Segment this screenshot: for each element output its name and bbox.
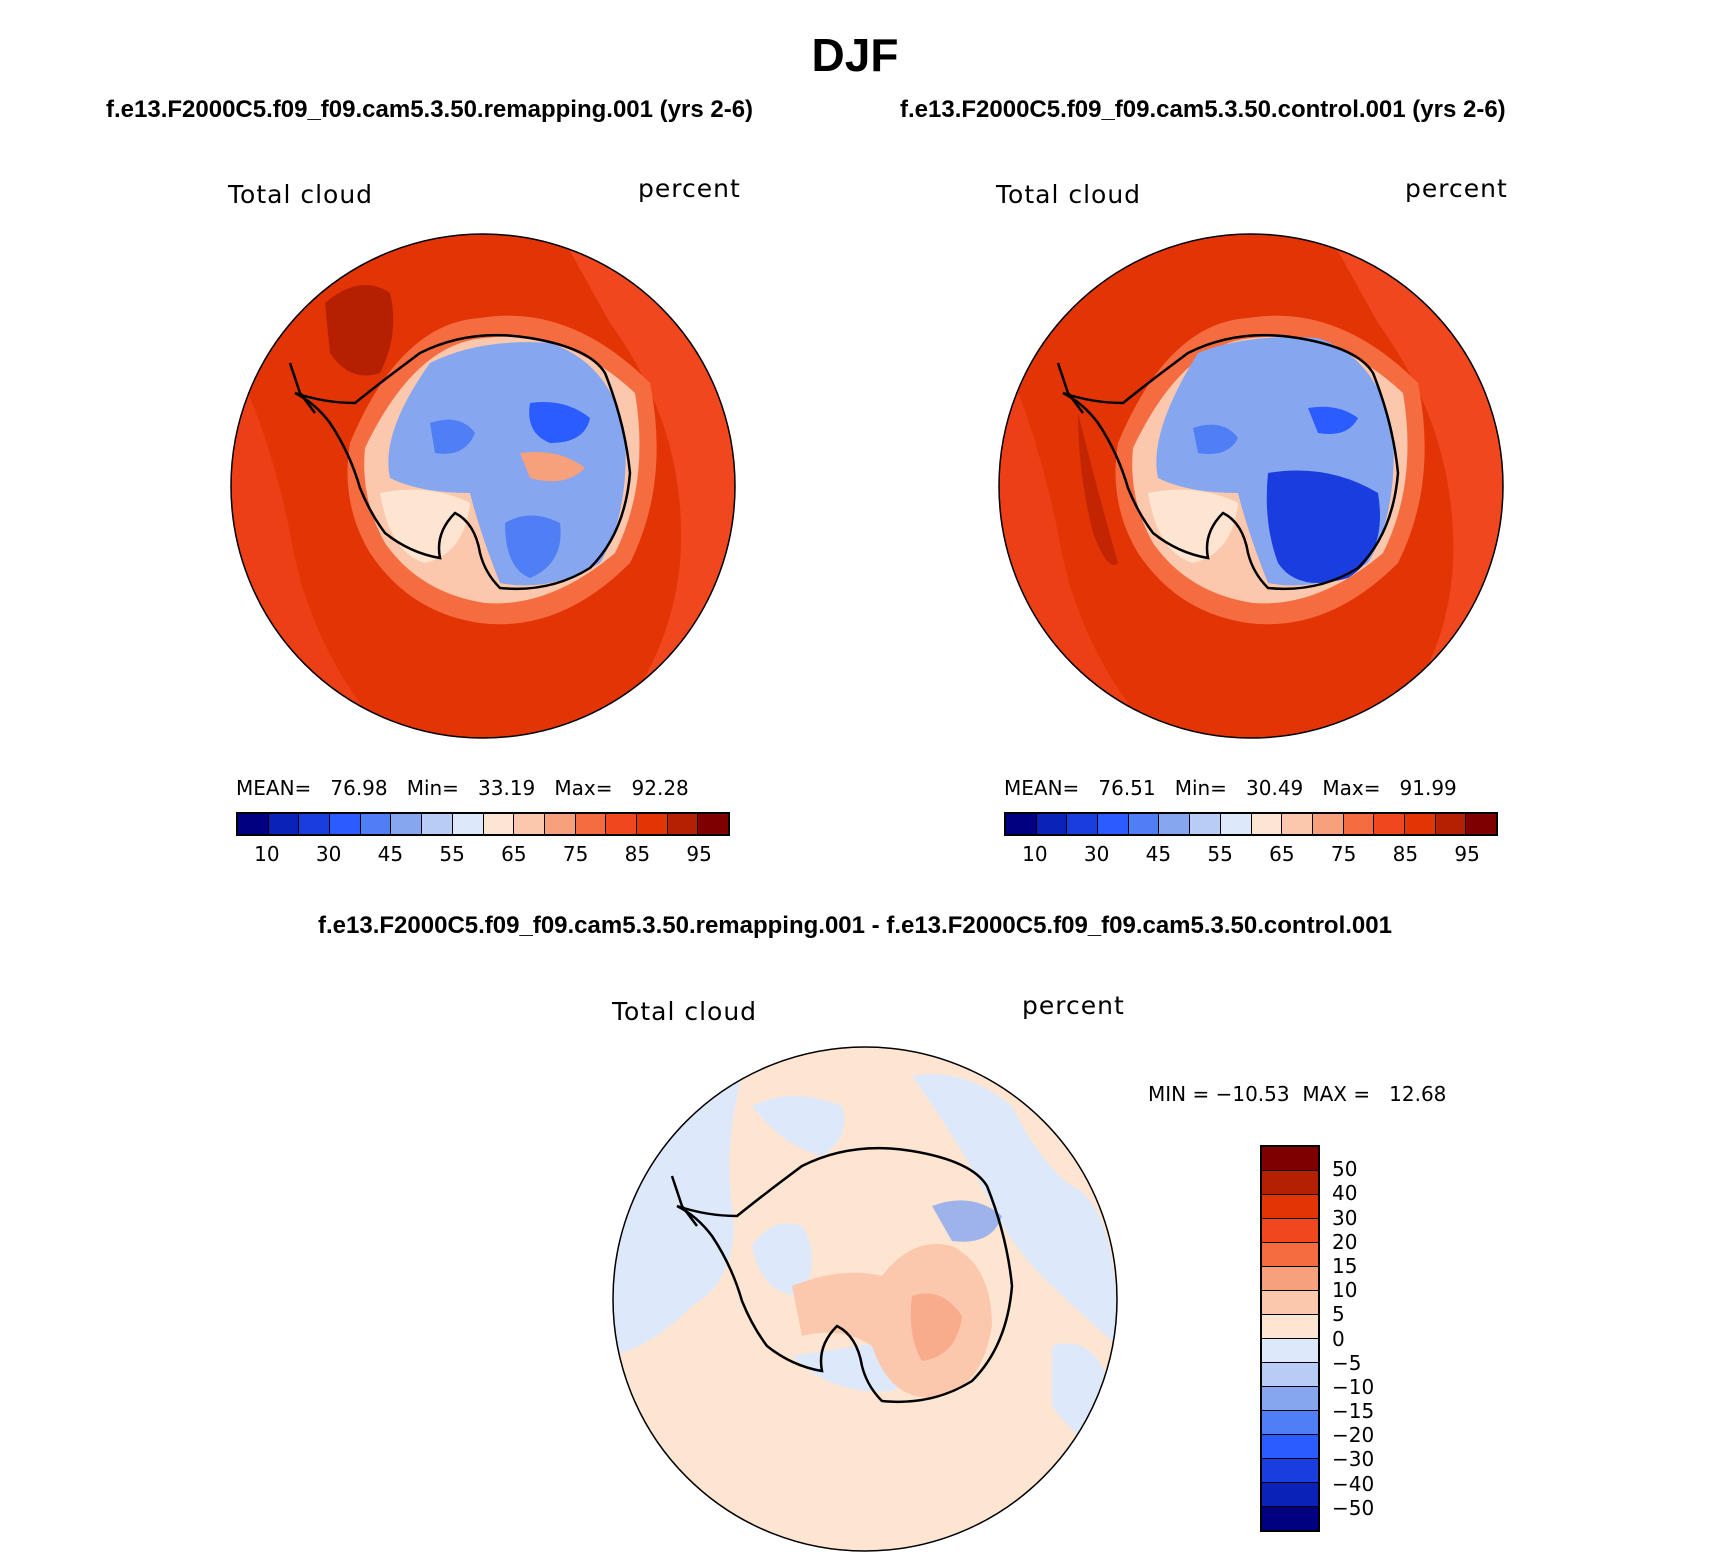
colorbar-swatch bbox=[1262, 1459, 1318, 1483]
colorbar-swatch bbox=[1262, 1243, 1318, 1267]
colorbar-swatch bbox=[330, 814, 361, 834]
diff-units-label: percent bbox=[1022, 991, 1125, 1020]
colorbar-tick-label: −30 bbox=[1332, 1447, 1375, 1472]
colorbar-tick-label: −15 bbox=[1332, 1399, 1375, 1424]
right-variable-label: Total cloud bbox=[996, 180, 1142, 209]
colorbar-swatch bbox=[391, 814, 423, 834]
colorbar-tick-label: 5 bbox=[1332, 1302, 1345, 1327]
colorbar-tick-label: 30 bbox=[1083, 842, 1110, 866]
colorbar-swatch bbox=[1262, 1147, 1318, 1171]
colorbar-swatch bbox=[1262, 1435, 1318, 1459]
colorbar-swatch bbox=[575, 814, 607, 834]
colorbar-tick-label: 30 bbox=[1332, 1205, 1358, 1230]
colorbar-tick-label: 75 bbox=[562, 842, 589, 866]
right-colorbar bbox=[1004, 812, 1498, 836]
colorbar-swatch bbox=[1262, 1315, 1318, 1339]
colorbar-tick-label: −5 bbox=[1332, 1350, 1362, 1375]
colorbar-tick-label: −10 bbox=[1332, 1374, 1375, 1399]
colorbar-tick-label: 20 bbox=[1332, 1229, 1358, 1254]
colorbar-swatch bbox=[1190, 814, 1221, 834]
colorbar-swatch bbox=[1251, 814, 1283, 834]
colorbar-swatch bbox=[299, 814, 331, 834]
left-variable-label: Total cloud bbox=[228, 180, 374, 209]
colorbar-tick-label: 15 bbox=[1332, 1253, 1358, 1278]
colorbar-tick-label: 85 bbox=[624, 842, 651, 866]
colorbar-tick-label: 55 bbox=[1207, 842, 1233, 866]
colorbar-swatch bbox=[238, 814, 269, 834]
colorbar-swatch bbox=[1262, 1339, 1318, 1363]
colorbar-swatch bbox=[606, 814, 637, 834]
colorbar-swatch bbox=[1466, 814, 1496, 834]
left-polar-map bbox=[230, 233, 736, 739]
colorbar-swatch bbox=[1404, 814, 1436, 834]
colorbar-swatch bbox=[1098, 814, 1129, 834]
colorbar-swatch bbox=[1262, 1219, 1318, 1243]
colorbar-tick-label: 40 bbox=[1332, 1181, 1358, 1206]
colorbar-tick-label: 50 bbox=[1332, 1157, 1358, 1182]
colorbar-swatch bbox=[1067, 814, 1099, 834]
colorbar-tick-label: 75 bbox=[1330, 842, 1357, 866]
colorbar-swatch bbox=[698, 814, 728, 834]
colorbar-swatch bbox=[1282, 814, 1313, 834]
colorbar-tick-label: 10 bbox=[1332, 1278, 1358, 1303]
colorbar-swatch bbox=[1435, 814, 1467, 834]
diff-variable-label: Total cloud bbox=[612, 997, 758, 1026]
colorbar-swatch bbox=[636, 814, 668, 834]
colorbar-swatch bbox=[1262, 1507, 1318, 1530]
colorbar-swatch bbox=[1128, 814, 1160, 834]
colorbar-swatch bbox=[1312, 814, 1344, 834]
colorbar-tick-label: 10 bbox=[1022, 842, 1048, 866]
colorbar-swatch bbox=[1262, 1291, 1318, 1315]
colorbar-swatch bbox=[1006, 814, 1037, 834]
colorbar-swatch bbox=[1220, 814, 1252, 834]
difference-title: f.e13.F2000C5.f09_f09.cam5.3.50.remappin… bbox=[318, 912, 1392, 939]
colorbar-swatch bbox=[544, 814, 576, 834]
colorbar-swatch bbox=[422, 814, 453, 834]
left-units-label: percent bbox=[638, 174, 741, 203]
left-colorbar bbox=[236, 812, 730, 836]
right-stats: MEAN= 76.51 Min= 30.49 Max= 91.99 bbox=[1004, 776, 1457, 800]
colorbar-swatch bbox=[1374, 814, 1405, 834]
colorbar-swatch bbox=[268, 814, 300, 834]
colorbar-tick-label: 30 bbox=[315, 842, 342, 866]
colorbar-tick-label: −20 bbox=[1332, 1423, 1375, 1448]
main-title: DJF bbox=[811, 29, 899, 81]
right-polar-map bbox=[998, 233, 1504, 739]
colorbar-swatch bbox=[1262, 1195, 1318, 1219]
right-units-label: percent bbox=[1405, 174, 1508, 203]
colorbar-swatch bbox=[1262, 1411, 1318, 1435]
colorbar-swatch bbox=[1343, 814, 1375, 834]
colorbar-tick-label: 45 bbox=[377, 842, 404, 866]
colorbar-swatch bbox=[1159, 814, 1191, 834]
diff-stats: MIN = −10.53 MAX = 12.68 bbox=[1148, 1082, 1447, 1106]
colorbar-swatch bbox=[667, 814, 699, 834]
colorbar-tick-label: 10 bbox=[254, 842, 280, 866]
colorbar-swatch bbox=[360, 814, 392, 834]
colorbar-swatch bbox=[483, 814, 515, 834]
colorbar-swatch bbox=[1262, 1171, 1318, 1195]
colorbar-tick-label: 65 bbox=[1269, 842, 1295, 866]
colorbar-tick-label: 0 bbox=[1332, 1326, 1345, 1351]
colorbar-tick-label: 85 bbox=[1392, 842, 1419, 866]
colorbar-tick-label: 95 bbox=[1454, 842, 1480, 866]
colorbar-tick-label: 55 bbox=[439, 842, 465, 866]
colorbar-swatch bbox=[1262, 1483, 1318, 1507]
colorbar-tick-label: 65 bbox=[501, 842, 527, 866]
colorbar-tick-label: 95 bbox=[686, 842, 712, 866]
left-stats: MEAN= 76.98 Min= 33.19 Max= 92.28 bbox=[236, 776, 689, 800]
colorbar-swatch bbox=[1262, 1363, 1318, 1387]
colorbar-swatch bbox=[514, 814, 545, 834]
left-case-title: f.e13.F2000C5.f09_f09.cam5.3.50.remappin… bbox=[106, 96, 754, 123]
difference-polar-map bbox=[612, 1046, 1118, 1552]
colorbar-swatch bbox=[1262, 1267, 1318, 1291]
colorbar-swatch bbox=[1262, 1387, 1318, 1411]
colorbar-tick-label: −40 bbox=[1332, 1471, 1375, 1496]
colorbar-swatch bbox=[452, 814, 484, 834]
colorbar-tick-label: −50 bbox=[1332, 1495, 1375, 1520]
colorbar-tick-label: 45 bbox=[1145, 842, 1172, 866]
diff-colorbar bbox=[1260, 1145, 1320, 1532]
right-case-title: f.e13.F2000C5.f09_f09.cam5.3.50.control.… bbox=[900, 96, 1506, 123]
colorbar-swatch bbox=[1036, 814, 1068, 834]
